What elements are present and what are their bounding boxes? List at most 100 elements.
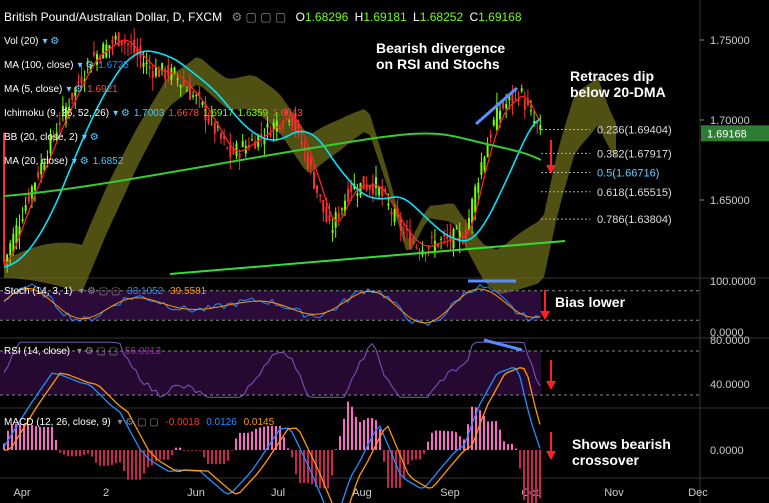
ichimoku-cloud-segment [52, 242, 58, 286]
candle-body [65, 106, 67, 124]
ichimoku-cloud-segment [124, 141, 130, 196]
candle-body [207, 116, 210, 123]
candle-body [6, 254, 9, 262]
candle-body [402, 232, 405, 234]
rsi-label[interactable]: RSI (14, close) [4, 346, 71, 357]
candle-body [471, 198, 474, 224]
candle-body [371, 183, 374, 194]
candle-body [216, 125, 219, 128]
close-value: 1.69168 [478, 10, 522, 24]
candle-body [251, 139, 253, 141]
candle-body [58, 122, 61, 125]
x-tick-label: 2 [103, 487, 109, 499]
ichimoku-cloud-segment [514, 233, 520, 291]
candle-body [350, 182, 353, 193]
macd-line [3, 367, 541, 503]
candle-body [12, 233, 15, 254]
candle-body [195, 95, 198, 97]
ichimoku-cloud-segment [130, 129, 136, 183]
candle-body [313, 172, 315, 189]
candle-body [21, 219, 24, 222]
candle-body [437, 243, 439, 248]
indicator-label: MA (100, close) [4, 60, 74, 71]
candle-body [55, 132, 58, 141]
candle-body [52, 136, 55, 138]
candle-body [154, 67, 157, 77]
x-tick-label: Nov [604, 487, 624, 499]
ichimoku-cloud-segment [454, 203, 460, 236]
candle-body [474, 186, 477, 213]
ichimoku-cloud-segment [142, 109, 148, 158]
indicator-label: Vol (20) [4, 36, 39, 47]
candle-body [89, 64, 92, 73]
ichimoku-cloud-segment [556, 135, 562, 222]
candle-body [406, 228, 408, 231]
ichimoku-cloud-segment [382, 153, 388, 189]
indicator-row[interactable]: MA (100, close) ▾ ⚙ 1.6725 [4, 60, 133, 71]
gear-icon[interactable]: ▾ ⚙ [71, 156, 89, 167]
indicator-row[interactable]: Vol (20) ▾ ⚙ [4, 36, 63, 47]
ichimoku-cloud-segment [598, 78, 604, 138]
candle-body [381, 186, 384, 197]
ichimoku-cloud-segment [550, 158, 556, 250]
candle-body [539, 125, 542, 130]
ichimoku-cloud-segment [586, 81, 592, 140]
candle-body [325, 207, 328, 222]
candle-body [322, 200, 325, 212]
candle-body [164, 68, 167, 79]
stoch-legend: Stoch (14, 3, 1) ▾ ⚙ ▢ ▢ 33.1052 39.5581 [4, 286, 207, 297]
candle-body [223, 135, 226, 139]
candle-body [148, 66, 151, 69]
gear-icon[interactable]: ▾ ⚙ [42, 36, 60, 47]
gear-icon[interactable]: ▾ ⚙ [77, 60, 95, 71]
candle-body [176, 78, 179, 80]
price-tick-label: 1.65000 [710, 195, 750, 207]
candle-body [198, 91, 201, 96]
indicator-value: 1.6917 [203, 108, 234, 119]
candle-body [114, 35, 117, 40]
last-price-label: 1.69168 [707, 128, 747, 140]
ichimoku-cloud-segment [10, 254, 16, 279]
candle-body [254, 141, 257, 149]
candle-body [130, 45, 133, 47]
candle-body [241, 141, 244, 147]
rsi-divergence-line [483, 338, 523, 352]
indicator-row[interactable]: Ichimoku (9, 26, 52, 26) ▾ ⚙ 1.7003 1.6678 1… [4, 108, 307, 119]
stoch-k-value: 33.1052 [127, 286, 164, 297]
indicator-value: 1.7003 [133, 108, 165, 119]
candle-body [185, 90, 188, 92]
candle-body [71, 92, 74, 100]
candle-body [340, 208, 343, 210]
candle-body [111, 40, 114, 44]
stoch-tick-label: 0.0000 [710, 327, 744, 339]
ichimoku-cloud-segment [286, 103, 292, 151]
ichimoku-cloud-segment [202, 59, 208, 93]
ichimoku-cloud-segment [268, 84, 274, 128]
indicator-row[interactable]: MA (5, close) ▾ ⚙ 1.6921 [4, 84, 122, 95]
macd-legend: MACD (12, 26, close, 9) ▾ ⚙ ▢ ▢ -0.0018 … [4, 417, 275, 428]
indicator-row[interactable]: BB (20, close, 2) ▾ ⚙ [4, 132, 103, 143]
indicator-row[interactable]: MA (20, close) ▾ ⚙ 1.6852 [4, 156, 127, 167]
candle-body [499, 110, 501, 120]
macd-label[interactable]: MACD (12, 26, close, 9) [4, 417, 111, 428]
rsi-arrow-head [546, 381, 556, 390]
ichimoku-cloud-segment [172, 70, 178, 105]
indicator-value: 1.6852 [92, 156, 124, 167]
symbol-title[interactable]: British Pound/Australian Dollar, D, FXCM [4, 10, 223, 24]
candle-body [536, 121, 539, 124]
ichimoku-cloud-segment [502, 242, 508, 295]
stoch-label[interactable]: Stoch (14, 3, 1) [4, 286, 73, 297]
candle-body [458, 231, 461, 242]
high-value: 1.69181 [363, 10, 407, 24]
rsi-line [3, 341, 541, 398]
candle-body [384, 188, 387, 193]
ichimoku-cloud-segment [256, 76, 262, 117]
gear-icon[interactable]: ▾ ⚙ [66, 84, 84, 95]
gear-icon[interactable]: ▾ ⚙ [81, 132, 99, 143]
candle-body [74, 87, 77, 97]
gear-icon[interactable]: ▾ ⚙ [113, 108, 130, 119]
ichimoku-cloud-segment [352, 111, 358, 141]
ichimoku-cloud-segment [154, 89, 160, 135]
ma5-line [3, 39, 541, 267]
indicator-value: 1.6643 [272, 108, 303, 119]
